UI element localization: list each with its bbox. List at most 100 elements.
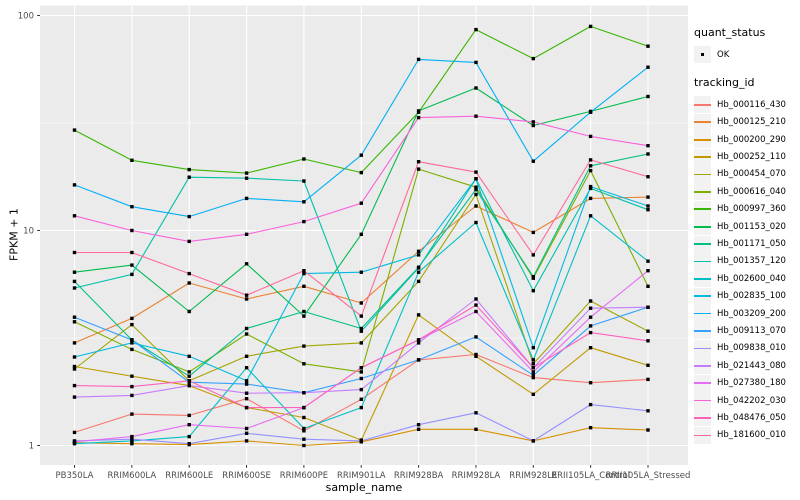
line-swatch-icon: [694, 208, 711, 211]
data-point: [302, 269, 306, 273]
line-swatch-icon: [694, 225, 711, 228]
data-point: [646, 409, 650, 413]
data-point: [244, 391, 249, 395]
data-point: [359, 232, 363, 236]
line-swatch-icon: [694, 138, 711, 141]
legend-key-box: [694, 374, 711, 392]
data-point: [244, 405, 249, 410]
data-point: [531, 366, 535, 370]
data-point: [244, 366, 249, 370]
data-point: [359, 341, 363, 345]
y-tick-label: 1: [29, 442, 34, 452]
line-swatch-icon: [694, 156, 711, 158]
data-point: [646, 152, 650, 156]
data-point: [588, 186, 593, 191]
data-point: [244, 426, 249, 431]
data-point: [474, 303, 478, 307]
data-point: [72, 183, 77, 187]
data-point: [302, 284, 306, 288]
data-point: [474, 411, 478, 415]
legend-key-box: [694, 200, 711, 218]
legend-item-Hb_000454_070: Hb_000454_070: [694, 165, 786, 183]
data-point: [72, 367, 77, 371]
legend-key-box: [694, 392, 711, 410]
data-point: [416, 160, 421, 164]
data-point: [474, 187, 478, 192]
legend-key-box: [694, 148, 711, 166]
data-point: [244, 397, 249, 401]
data-point: [244, 326, 249, 331]
line-swatch-icon: [694, 347, 711, 350]
data-point: [416, 253, 421, 257]
x-tick-label: RRIM600SE: [222, 471, 271, 481]
data-point: [187, 354, 191, 358]
data-point: [130, 338, 134, 342]
legend-item-Hb_003209_200: Hb_003209_200: [694, 305, 786, 323]
data-point: [302, 309, 306, 314]
data-point: [187, 374, 191, 378]
data-point: [244, 354, 249, 358]
data-point: [588, 184, 593, 189]
legend-title-tracking-id: tracking_id: [694, 76, 755, 90]
legend-key-box: [694, 322, 711, 340]
legend-key-box: [694, 131, 711, 149]
data-point: [531, 373, 535, 377]
data-point: [187, 281, 191, 285]
data-point: [588, 306, 593, 310]
data-point: [588, 110, 593, 114]
data-point: [130, 347, 134, 352]
data-point: [359, 405, 363, 410]
data-point: [302, 362, 306, 366]
data-point: [416, 249, 421, 253]
data-point: [359, 314, 363, 318]
data-point: [416, 266, 421, 270]
data-point: [588, 24, 593, 29]
data-point: [588, 164, 593, 168]
y-axis-title: FPKM + 1: [7, 208, 21, 261]
data-point: [187, 370, 191, 374]
data-point: [72, 395, 77, 399]
data-point: [588, 330, 593, 335]
legend-item-label: Hb_000125_210: [717, 117, 786, 128]
x-tick-label: RRIM928BA: [394, 471, 444, 481]
x-tick-label: RRII105LA_Stressed: [606, 471, 691, 481]
legend-item-Hb_001357_120: Hb_001357_120: [694, 252, 786, 270]
data-point: [302, 405, 306, 410]
data-point: [588, 134, 593, 139]
data-point: [302, 179, 306, 183]
data-point: [130, 316, 134, 321]
data-point: [531, 392, 535, 396]
data-point: [72, 341, 77, 345]
data-point: [359, 397, 363, 401]
data-point: [244, 379, 249, 383]
data-point: [72, 320, 77, 324]
data-point: [646, 204, 650, 208]
data-point: [531, 362, 535, 366]
data-point: [531, 289, 535, 293]
legend-key-box: [694, 426, 711, 444]
x-tick-label: RRIM928LA: [452, 471, 501, 481]
data-point: [531, 370, 535, 374]
legend-item-label: Hb_181600_010: [717, 430, 786, 441]
data-point: [187, 442, 191, 446]
data-point: [474, 185, 478, 189]
data-point: [130, 272, 134, 277]
line-swatch-icon: [694, 382, 711, 385]
line-swatch-icon: [694, 191, 711, 193]
data-point: [646, 259, 650, 263]
data-point: [359, 201, 363, 205]
data-point: [72, 315, 77, 319]
legend-item-label: Hb_021443_080: [717, 360, 786, 371]
data-point: [130, 374, 134, 378]
data-point: [130, 434, 134, 439]
data-point: [72, 270, 77, 274]
data-point: [359, 170, 363, 175]
data-point: [130, 437, 134, 441]
data-point: [416, 57, 421, 62]
legend-item-Hb_009113_070: Hb_009113_070: [694, 322, 786, 340]
data-point: [646, 339, 650, 343]
legend-item-Hb_000616_040: Hb_000616_040: [694, 183, 786, 201]
data-point: [244, 297, 249, 301]
